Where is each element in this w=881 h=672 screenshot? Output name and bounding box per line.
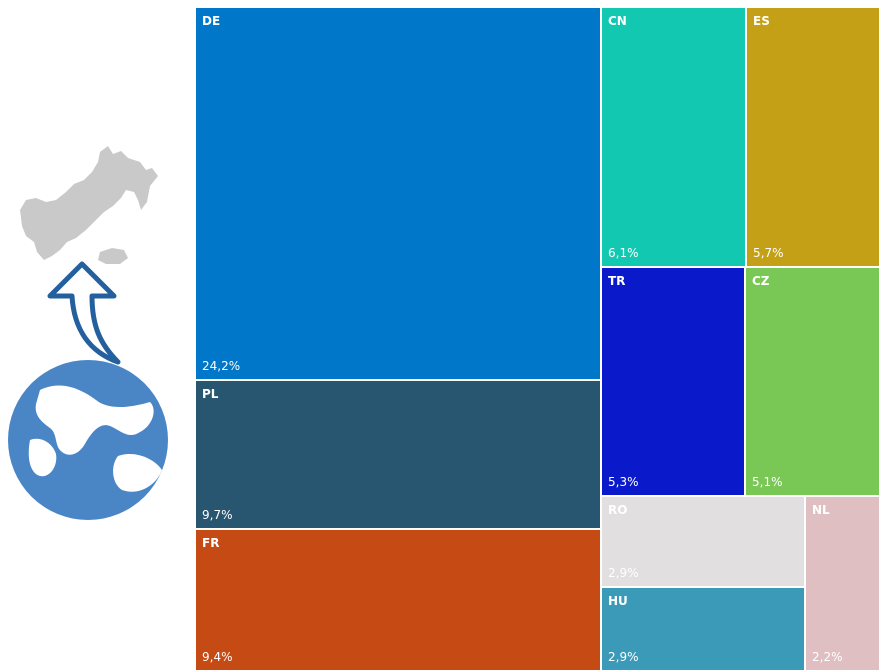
illustration-svg — [8, 146, 168, 520]
treemap-tile-de[interactable]: DE 24,2% — [196, 8, 602, 381]
tile-percent-label: 2,9% — [608, 650, 639, 664]
treemap-tile-es[interactable]: ES 5,7% — [747, 8, 881, 268]
tile-code-label: TR — [608, 274, 626, 288]
treemap-tile-tr[interactable]: TR 5,3% — [602, 268, 746, 497]
treemap-tile-nl[interactable]: NL 2,2% — [806, 497, 881, 672]
curved-up-arrow-icon — [47, 261, 121, 365]
tile-percent-label: 5,1% — [752, 475, 783, 489]
tile-code-label: RO — [608, 503, 628, 517]
tile-percent-label: 5,3% — [608, 475, 639, 489]
tile-percent-label: 2,2% — [812, 650, 843, 664]
country-silhouette-icon — [20, 146, 158, 264]
tile-code-label: NL — [812, 503, 830, 517]
illustration — [0, 140, 190, 560]
tile-percent-label: 6,1% — [608, 246, 639, 260]
tile-code-label: CZ — [752, 274, 770, 288]
treemap-tile-pl[interactable]: PL 9,7% — [196, 381, 602, 530]
tile-code-label: PL — [202, 387, 219, 401]
treemap-tile-cz[interactable]: CZ 5,1% — [746, 268, 881, 497]
globe-icon — [8, 360, 168, 520]
tile-percent-label: 9,4% — [202, 650, 233, 664]
tile-percent-label: 2,9% — [608, 566, 639, 580]
treemap-tile-ro[interactable]: RO 2,9% — [602, 497, 806, 588]
treemap-tile-cn[interactable]: CN 6,1% — [602, 8, 747, 268]
tile-code-label: HU — [608, 594, 628, 608]
tile-code-label: ES — [753, 14, 770, 28]
tile-percent-label: 9,7% — [202, 508, 233, 522]
tile-percent-label: 5,7% — [753, 246, 784, 260]
treemap: DE 24,2% PL 9,7% FR 9,4% CN 6,1% ES 5,7% TR 5,3% CZ 5… — [196, 8, 881, 672]
tile-code-label: DE — [202, 14, 221, 28]
tile-code-label: FR — [202, 536, 220, 550]
treemap-tile-fr[interactable]: FR 9,4% — [196, 530, 602, 672]
tile-percent-label: 24,2% — [202, 359, 241, 373]
treemap-tile-hu[interactable]: HU 2,9% — [602, 588, 806, 672]
tile-code-label: CN — [608, 14, 627, 28]
